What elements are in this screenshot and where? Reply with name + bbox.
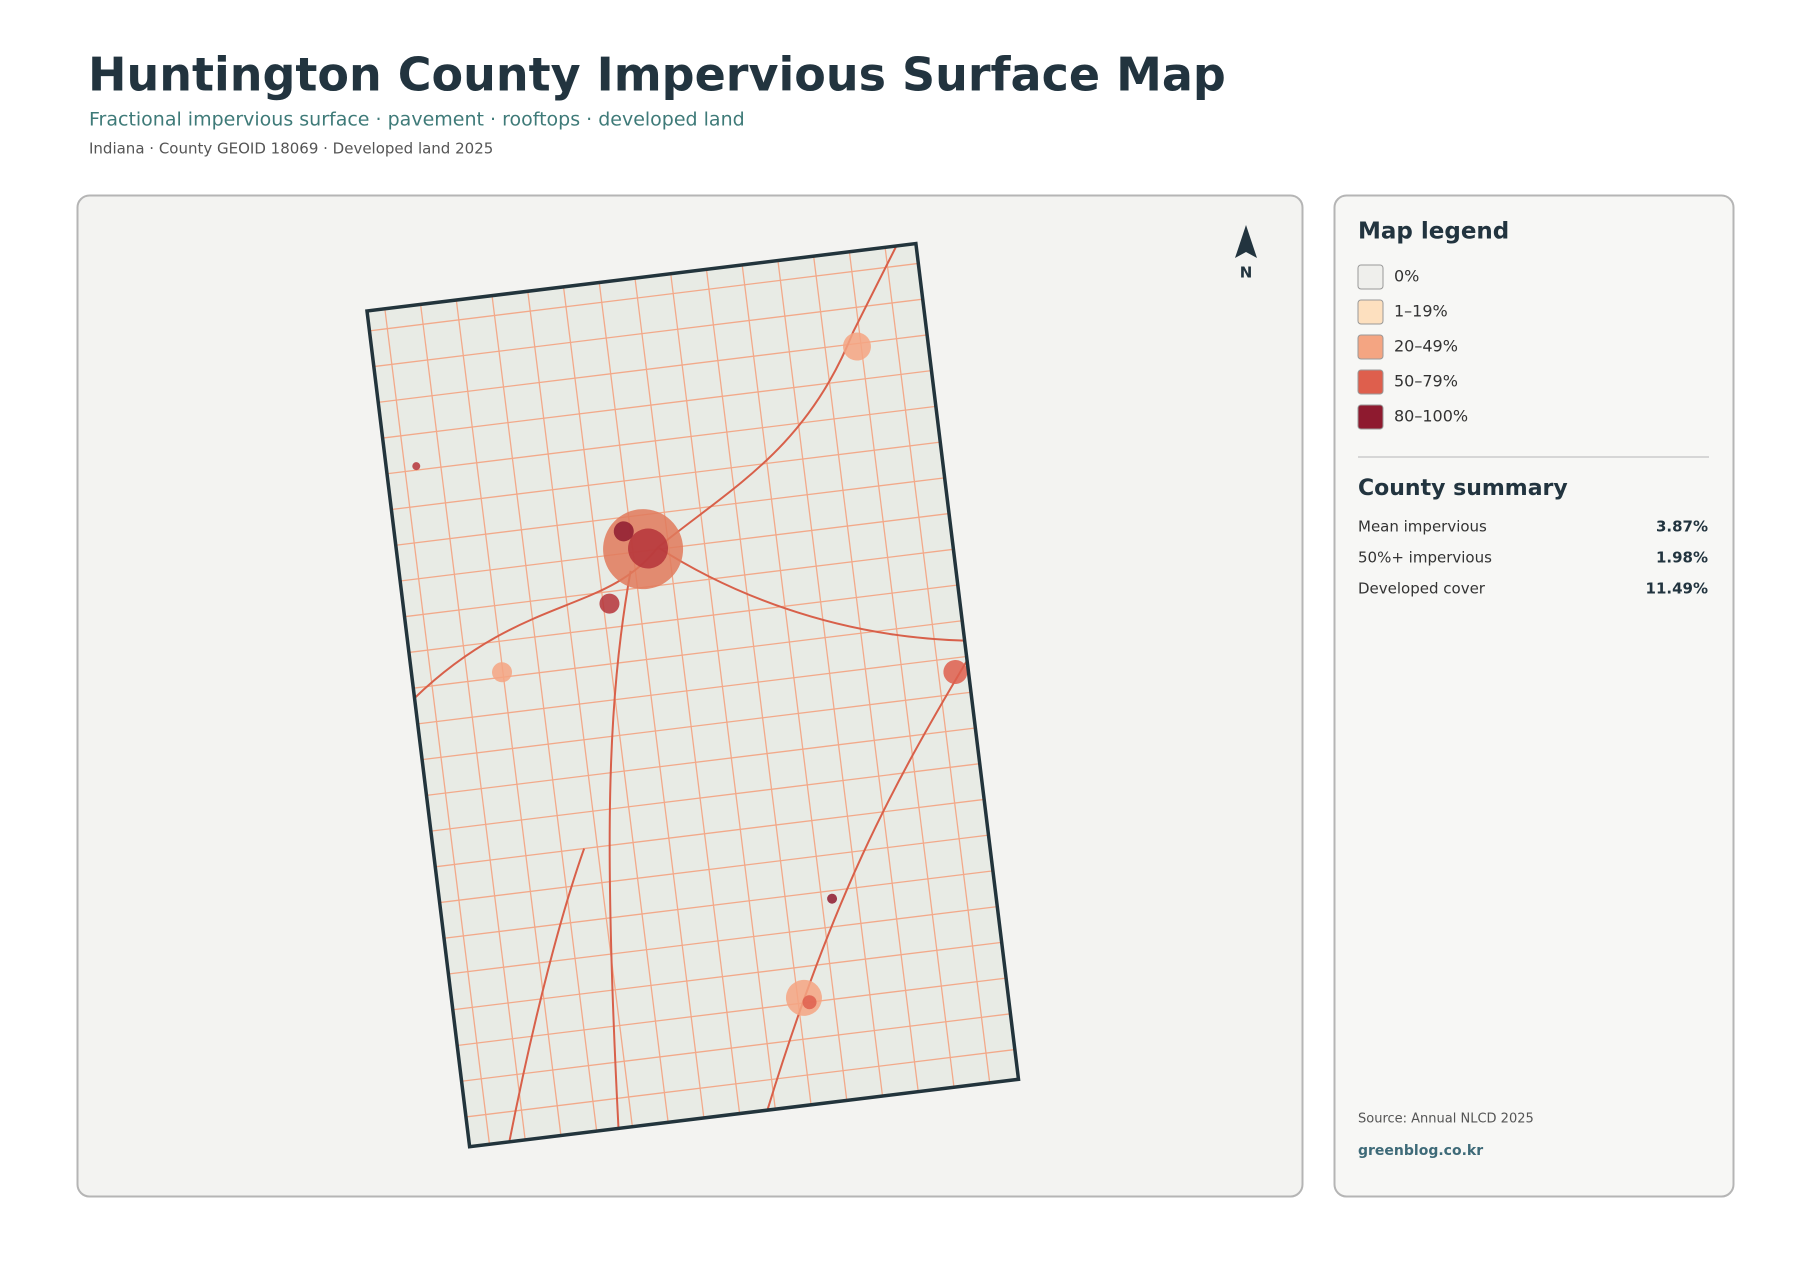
- road: [670, 273, 776, 1110]
- road: [705, 269, 812, 1105]
- summary-title: County summary: [1358, 476, 1568, 501]
- road: [419, 304, 526, 1140]
- legend-swatch: [1357, 334, 1384, 360]
- road: [395, 477, 945, 546]
- county-fill: [367, 243, 1019, 1147]
- road: [435, 798, 985, 868]
- road: [373, 298, 923, 368]
- title: Huntington County Impervious Surface Map: [88, 48, 1226, 102]
- road: [884, 247, 991, 1083]
- legend-panel: [1333, 194, 1735, 1198]
- road: [391, 441, 941, 511]
- town: [613, 521, 634, 542]
- subtitle: Fractional impervious surface · pavement…: [89, 109, 745, 131]
- road: [378, 334, 928, 403]
- legend-label: 80–100%: [1394, 407, 1468, 426]
- road: [848, 251, 955, 1088]
- road: [426, 727, 976, 797]
- town: [802, 995, 817, 1010]
- road: [369, 262, 919, 332]
- legend-swatch: [1357, 404, 1384, 430]
- legend-label: 20–49%: [1394, 337, 1458, 356]
- legend-swatch: [1357, 299, 1384, 325]
- summary-label: 50%+ impervious: [1358, 549, 1492, 567]
- highway: [766, 659, 968, 1111]
- legend-label: 0%: [1394, 267, 1419, 286]
- roads: [369, 243, 1015, 1145]
- site: greenblog.co.kr: [1358, 1143, 1483, 1159]
- road: [527, 291, 634, 1127]
- town: [827, 893, 838, 904]
- town: [412, 462, 421, 471]
- highway: [608, 570, 632, 1129]
- road: [562, 286, 669, 1123]
- summary-label: Mean impervious: [1358, 518, 1487, 536]
- road: [461, 1013, 1011, 1082]
- legend-label: 50–79%: [1394, 372, 1458, 391]
- town: [842, 332, 871, 361]
- legend-items: 0% 1–19% 20–49% 50–79% 80–100%: [1357, 264, 1468, 430]
- legend-swatch: [1357, 369, 1384, 395]
- road: [417, 655, 967, 725]
- county-border: [365, 241, 1021, 1149]
- town: [628, 528, 669, 569]
- road: [408, 584, 958, 654]
- summary-value: 11.49%: [1646, 580, 1708, 598]
- road: [452, 941, 1002, 1011]
- legend-title: Map legend: [1358, 219, 1509, 245]
- road: [777, 260, 884, 1097]
- road: [386, 405, 936, 475]
- legend-swatch: [1357, 264, 1384, 290]
- county-map: [365, 241, 1021, 1149]
- town: [492, 662, 513, 683]
- road: [491, 295, 598, 1132]
- road: [384, 308, 491, 1145]
- road: [422, 691, 972, 761]
- north-label: N: [1240, 264, 1253, 282]
- road: [448, 905, 998, 975]
- source: Source: Annual NLCD 2025: [1358, 1112, 1534, 1127]
- north-arrow: [1235, 225, 1257, 258]
- summary-label: Developed cover: [1358, 580, 1486, 598]
- road: [634, 278, 741, 1114]
- road: [741, 264, 848, 1101]
- meta: Indiana · County GEOID 18069 · Developed…: [89, 140, 493, 158]
- summary-value: 1.98%: [1656, 549, 1708, 567]
- road: [430, 763, 980, 832]
- road: [404, 548, 954, 618]
- road: [382, 370, 932, 439]
- road: [443, 870, 993, 939]
- highway: [508, 848, 586, 1143]
- road: [813, 256, 919, 1092]
- legend-label: 1–19%: [1394, 302, 1448, 321]
- town: [599, 593, 620, 614]
- summary-rows: Mean impervious 3.87% 50%+ impervious 1.98%…: [1358, 518, 1708, 598]
- town: [943, 659, 968, 684]
- road: [457, 977, 1007, 1047]
- road: [439, 834, 989, 904]
- highway: [657, 546, 965, 642]
- road: [465, 1048, 1015, 1118]
- road: [455, 299, 562, 1136]
- summary-value: 3.87%: [1656, 518, 1708, 536]
- road: [598, 282, 705, 1119]
